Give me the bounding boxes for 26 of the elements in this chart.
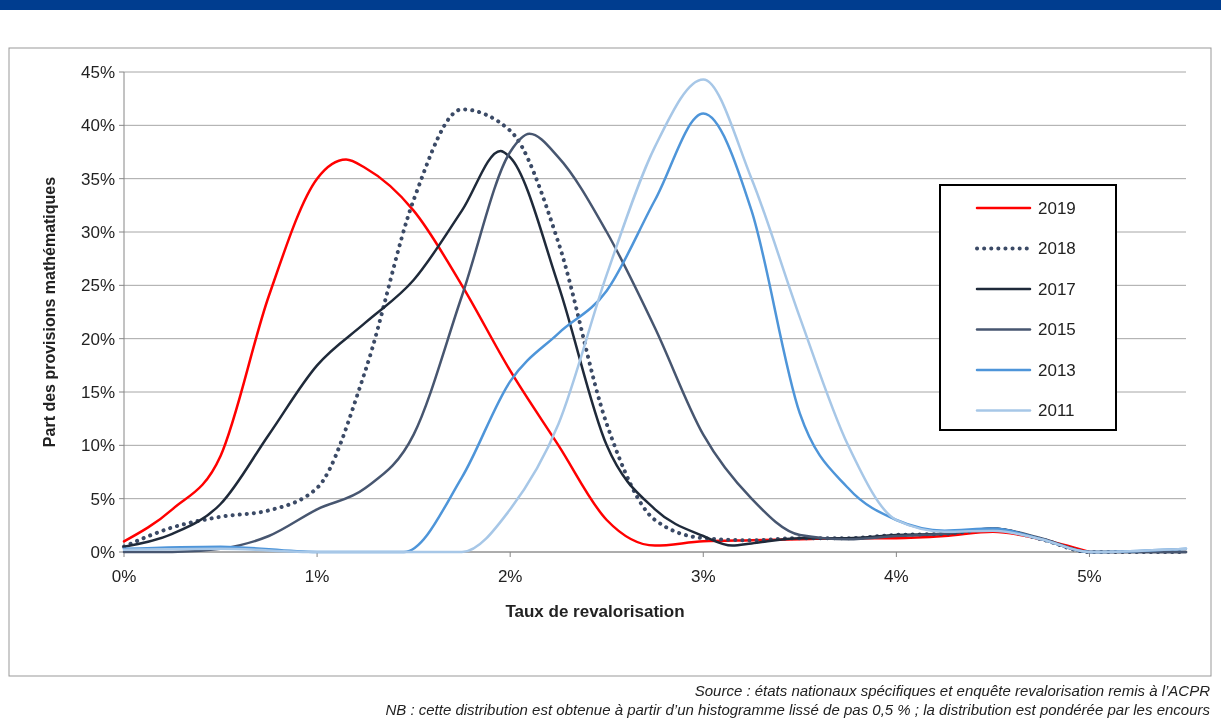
legend-label: 2018 xyxy=(1038,239,1076,259)
legend-label: 2015 xyxy=(1038,320,1076,340)
legend-label: 2011 xyxy=(1038,401,1075,421)
y-tick-label: 5% xyxy=(90,489,115,509)
y-axis-title: Part des provisions mathématiques xyxy=(41,176,58,448)
legend-label: 2013 xyxy=(1038,360,1076,380)
x-tick-label: 0% xyxy=(111,567,137,586)
x-tick-label: 3% xyxy=(690,567,716,586)
x-axis-title: Taux de revalorisation xyxy=(505,602,685,621)
source-note: Source : états nationaux spécifiques et enquête revalorisation remis à l’ACPR xyxy=(694,682,1211,699)
y-tick-label: 40% xyxy=(80,116,115,136)
y-tick-label: 15% xyxy=(80,382,115,402)
y-tick-label: 10% xyxy=(80,436,115,456)
legend-label: 2017 xyxy=(1038,279,1076,299)
text: NB : cette distribution est obtenue à partir d’un histogramme lissé de pas 0,5 % ; la distribution est pondérée par les encours xyxy=(385,701,1211,718)
y-tick-label: 30% xyxy=(80,222,115,242)
legend-label: 2019 xyxy=(1038,198,1076,218)
y-tick-label: 35% xyxy=(80,169,115,189)
y-tick-label: 0% xyxy=(90,542,115,562)
x-tick-label: 4% xyxy=(884,567,909,586)
y-tick-label: 25% xyxy=(80,276,115,296)
x-tick-label: 1% xyxy=(304,567,330,586)
x-tick-label: 2% xyxy=(497,567,523,586)
y-tick-label: 45% xyxy=(80,62,115,82)
x-tick-label: 5% xyxy=(1077,567,1102,586)
y-tick-label: 20% xyxy=(80,329,115,349)
